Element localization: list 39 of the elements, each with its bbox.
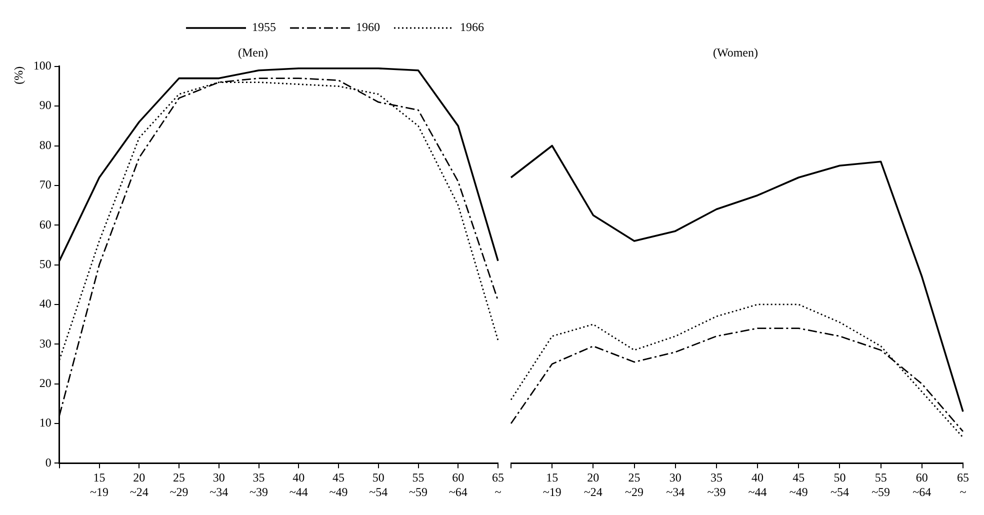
x-tick-label: 65~ bbox=[492, 470, 504, 499]
x-tick-label: 35~39 bbox=[707, 470, 726, 499]
y-tick-label: 100 bbox=[33, 58, 52, 73]
y-tick-label: 10 bbox=[39, 416, 52, 430]
x-tick-label: 20~24 bbox=[130, 470, 148, 499]
x-tick-label: 55~59 bbox=[409, 470, 428, 499]
x-tick-label: 40~44 bbox=[289, 470, 308, 499]
y-tick-label: 20 bbox=[39, 376, 52, 390]
x-tick-label: 40~44 bbox=[748, 470, 767, 499]
x-tick-label: 30~34 bbox=[210, 470, 228, 499]
legend-label: 1966 bbox=[460, 20, 484, 34]
x-tick-label: 65~ bbox=[957, 470, 969, 499]
y-tick-label: 40 bbox=[39, 296, 52, 311]
x-tick-label: 60~64 bbox=[912, 470, 932, 499]
x-tick-label: 15~19 bbox=[90, 470, 109, 499]
y-tick-label: 50 bbox=[39, 256, 52, 271]
y-axis-title: (%) bbox=[11, 66, 26, 84]
y-tick-label: 90 bbox=[39, 98, 52, 112]
chart-title: (Women) bbox=[712, 45, 758, 60]
y-tick-label: 80 bbox=[39, 138, 52, 152]
x-tick-label: 30~34 bbox=[666, 470, 685, 499]
x-tick-label: 25~29 bbox=[170, 470, 188, 499]
y-tick-label: 60 bbox=[39, 217, 52, 232]
y-tick-label: 0 bbox=[45, 455, 52, 470]
x-tick-label: 25~29 bbox=[625, 470, 644, 499]
y-tick-label: 30 bbox=[39, 336, 52, 350]
x-tick-label: 15~19 bbox=[542, 470, 562, 499]
x-tick-label: 60~64 bbox=[448, 470, 468, 499]
x-tick-label: 35~39 bbox=[250, 470, 268, 499]
x-tick-label: 55~59 bbox=[872, 470, 890, 499]
x-tick-label: 45~49 bbox=[789, 470, 808, 499]
x-tick-label: 50~54 bbox=[830, 470, 849, 499]
x-tick-label: 45~49 bbox=[329, 470, 348, 499]
chart-title: (Men) bbox=[238, 45, 268, 60]
legend-label: 1955 bbox=[252, 20, 276, 34]
x-tick-label: 20~24 bbox=[584, 470, 602, 499]
x-tick-label: 50~54 bbox=[369, 470, 388, 499]
legend-label: 1960 bbox=[356, 20, 380, 34]
y-tick-label: 70 bbox=[39, 178, 52, 192]
